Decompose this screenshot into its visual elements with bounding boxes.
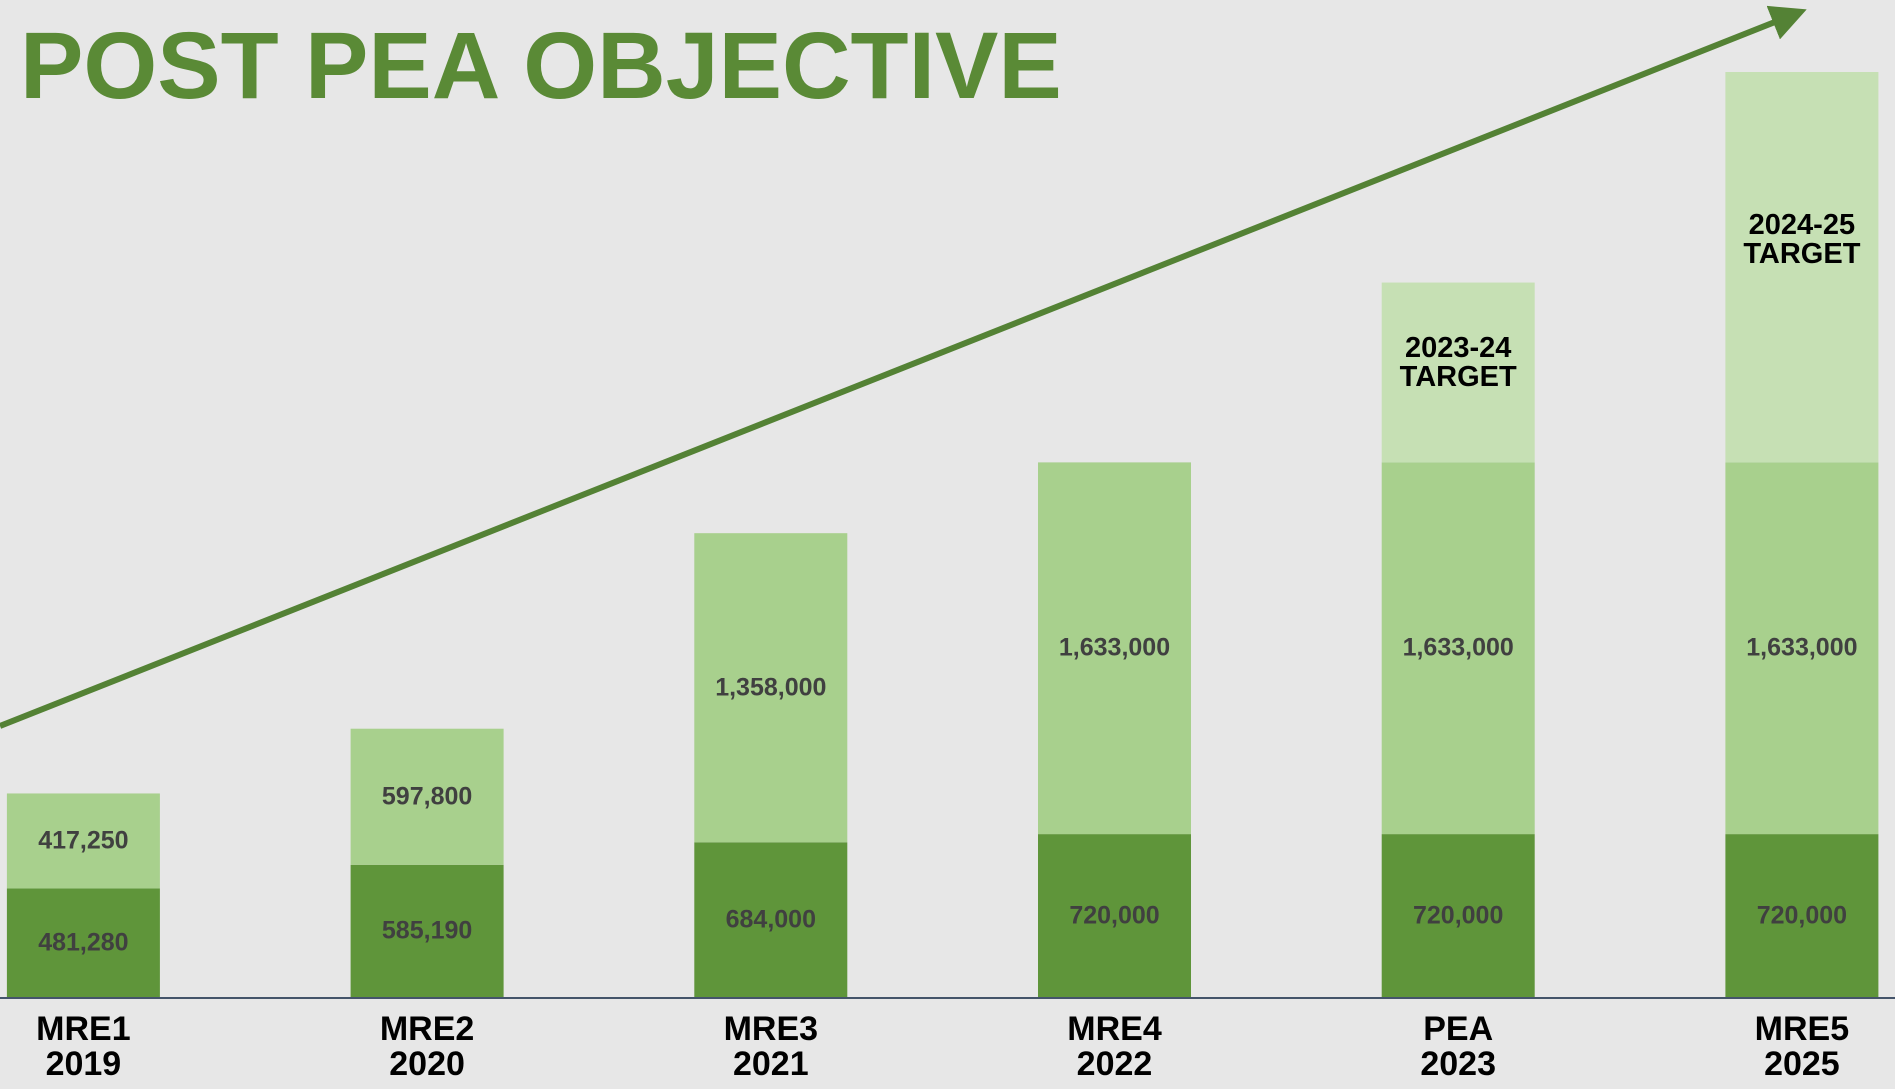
target-label: 2023-24 TARGET (1399, 332, 1517, 394)
bar-segment (350, 864, 504, 998)
bar-segment (1725, 462, 1879, 835)
value-label: 597,800 (381, 782, 473, 811)
x-tick-label: MRE5 2025 (1754, 1010, 1850, 1083)
value-label: 720,000 (1413, 901, 1504, 930)
value-label: 1,633,000 (1746, 633, 1858, 662)
trend-arrow (0, 5, 1807, 729)
bar-segment (1725, 834, 1879, 998)
bar-segment (1381, 282, 1535, 463)
bar-segment (6, 888, 160, 998)
bar-segment (6, 793, 160, 889)
value-label: 1,633,000 (1058, 633, 1171, 662)
bar-segment (350, 728, 504, 865)
x-tick-label: MRE3 2021 (723, 1010, 819, 1083)
chart-title: POST PEA OBJECTIVE (20, 13, 1062, 119)
value-label: 720,000 (1069, 901, 1160, 930)
value-label: 585,190 (381, 916, 473, 945)
x-tick-label: MRE1 2019 (36, 1010, 131, 1083)
value-label: 720,000 (1756, 901, 1848, 930)
bar-segment (1038, 462, 1191, 835)
value-label: 1,633,000 (1402, 633, 1514, 662)
x-tick-label: MRE2 2020 (379, 1010, 475, 1083)
bar-segment (1725, 72, 1879, 463)
bar-segment (694, 533, 848, 843)
target-label: 2024-25 TARGET (1743, 208, 1861, 270)
value-label: 1,358,000 (715, 673, 827, 702)
value-label: 417,250 (38, 826, 129, 855)
x-tick-label: PEA 2023 (1420, 1010, 1497, 1083)
bar-segment (1381, 462, 1535, 835)
x-tick-label: MRE4 2022 (1067, 1010, 1162, 1083)
value-label: 684,000 (725, 905, 816, 934)
bar-segment (1038, 834, 1191, 998)
bar-segment (1381, 834, 1535, 998)
value-label: 481,280 (38, 928, 129, 957)
bar-segment (694, 842, 848, 998)
